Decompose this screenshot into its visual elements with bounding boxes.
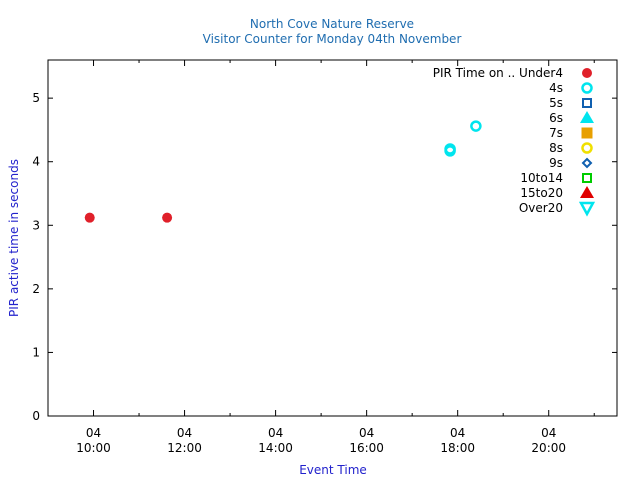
x-tick-time: 12:00 <box>167 441 202 455</box>
legend: PIR Time on .. Under44s5s6s7s8s9s10to141… <box>433 66 596 217</box>
legend-label: 10to14 <box>520 171 563 185</box>
legend-label: 9s <box>549 156 563 170</box>
data-point <box>162 212 173 223</box>
x-tick-day: 04 <box>177 426 192 440</box>
legend-label: 6s <box>549 111 563 125</box>
x-tick-time: 10:00 <box>76 441 111 455</box>
chart-subtitle: Visitor Counter for Monday 04th November <box>203 32 462 46</box>
legend-marker <box>581 157 593 169</box>
y-axis: 0 1 2 3 4 5 <box>32 91 617 423</box>
legend-label: 4s <box>549 81 563 95</box>
y-tick-label: 5 <box>32 91 40 105</box>
x-tick-time: 18:00 <box>440 441 475 455</box>
legend-label: PIR Time on .. Under4 <box>433 66 563 80</box>
y-tick-label: 1 <box>32 345 40 359</box>
x-tick-day: 04 <box>450 426 465 440</box>
data-point <box>444 145 456 157</box>
x-tick-time: 14:00 <box>258 441 293 455</box>
legend-label: 7s <box>549 126 563 140</box>
data-points <box>84 120 482 223</box>
legend-marker <box>581 82 593 94</box>
legend-label: Over20 <box>519 201 563 215</box>
x-tick-time: 20:00 <box>531 441 566 455</box>
legend-marker <box>582 98 592 108</box>
legend-marker <box>582 173 592 183</box>
legend-marker <box>582 68 592 78</box>
legend-marker <box>580 186 594 198</box>
legend-label: 5s <box>549 96 563 110</box>
legend-label: 15to20 <box>520 186 563 200</box>
legend-label: 8s <box>549 141 563 155</box>
chart-title: North Cove Nature Reserve <box>250 17 414 31</box>
y-tick-label: 2 <box>32 282 40 296</box>
x-axis: 0410:000412:000414:000416:000418:000420:… <box>47 60 595 455</box>
x-tick-day: 04 <box>86 426 101 440</box>
legend-marker <box>581 142 593 154</box>
legend-marker <box>581 127 593 139</box>
x-tick-time: 16:00 <box>349 441 384 455</box>
data-point <box>84 212 95 223</box>
plot-area <box>47 59 618 417</box>
y-tick-label: 3 <box>32 218 40 232</box>
legend-marker <box>580 111 594 123</box>
legend-marker <box>578 201 596 217</box>
x-tick-day: 04 <box>268 426 283 440</box>
x-tick-day: 04 <box>359 426 374 440</box>
y-axis-label: PIR active time in seconds <box>7 159 21 317</box>
y-tick-label: 0 <box>32 409 40 423</box>
y-tick-label: 4 <box>32 155 40 169</box>
x-tick-day: 04 <box>541 426 556 440</box>
data-point <box>470 120 482 132</box>
x-axis-label: Event Time <box>299 463 367 477</box>
